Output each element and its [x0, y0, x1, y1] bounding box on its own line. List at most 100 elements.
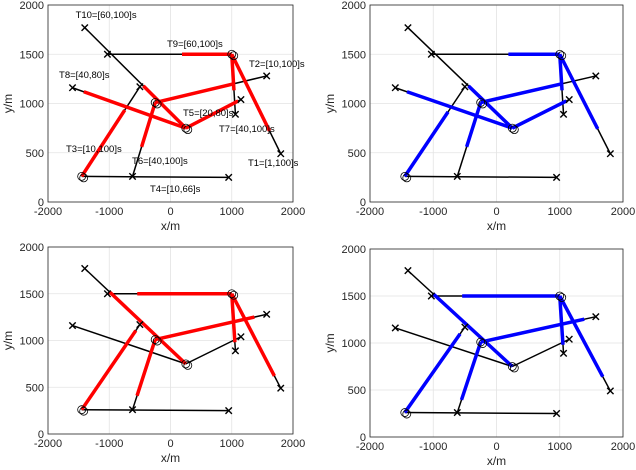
x-mark-icon — [128, 405, 137, 414]
target-marker-T4 — [224, 406, 233, 415]
panel-bottom-left: -2000 -1000 0 1000 2000 0 500 1000 1500 2000 x/m y/… — [1, 242, 305, 465]
y-tick-label: 0 — [360, 197, 366, 209]
target-marker-T7 — [231, 110, 240, 119]
x-tick-label: -2000 — [34, 438, 62, 450]
x-mark-icon — [262, 72, 271, 80]
path-T4 — [404, 411, 557, 415]
y-tick-label: 1000 — [342, 338, 366, 350]
traveled-T7 — [558, 295, 565, 345]
x-mark-icon — [427, 292, 436, 300]
circle-icon — [402, 409, 412, 419]
x-tick-label: 1000 — [220, 438, 244, 450]
depot-marker-A — [400, 408, 412, 419]
circle-icon — [507, 123, 517, 133]
traveled-T1 — [558, 53, 600, 130]
target-marker-T10 — [81, 23, 89, 32]
circle-icon — [509, 363, 519, 373]
target-label-T8: T8=[40,80]s — [59, 70, 110, 81]
panel-top-right: -2000 -1000 0 1000 2000 0 500 1000 1500 2000 x/m y/… — [323, 0, 635, 233]
x-mark-icon — [231, 347, 240, 355]
x-mark-icon — [231, 110, 240, 119]
circle-icon — [227, 289, 237, 299]
target-marker-T3 — [136, 83, 144, 91]
path-T4 — [81, 175, 229, 179]
target-marker-T9 — [427, 50, 436, 58]
axes-frame — [47, 246, 294, 435]
y-tick-label: 1000 — [342, 99, 366, 111]
x-tick-label: 2000 — [611, 441, 635, 453]
circle-icon — [478, 99, 488, 109]
depot-marker-D — [227, 49, 239, 61]
depot-marker-B — [476, 98, 488, 109]
circle-icon — [79, 173, 89, 183]
circle-icon — [557, 293, 567, 302]
circle-icon — [509, 125, 519, 135]
x-mark-icon — [262, 310, 271, 319]
depot-marker-A — [77, 405, 89, 416]
traveled-T10 — [431, 292, 514, 368]
x-mark-icon — [552, 173, 561, 182]
traveled-T2 — [480, 82, 562, 105]
x-mark-icon — [103, 50, 112, 58]
depot-marker-D — [227, 289, 239, 300]
target-marker-T7 — [559, 110, 568, 119]
target-marker-T2 — [262, 72, 271, 80]
circle-icon — [227, 49, 237, 59]
target-marker-T6 — [453, 408, 461, 417]
x-tick-label: 1000 — [220, 206, 244, 218]
x-mark-icon — [237, 95, 245, 104]
target-marker-T5 — [237, 95, 245, 104]
x-mark-icon — [136, 83, 144, 91]
circle-icon — [557, 51, 567, 61]
circle-icon — [400, 171, 410, 181]
target-marker-T1 — [277, 384, 285, 392]
traveled-T7 — [230, 54, 236, 91]
circle-icon — [229, 290, 239, 300]
path-T4 — [81, 408, 229, 412]
target-marker-T9 — [427, 292, 436, 300]
x-mark-icon — [606, 150, 615, 158]
target-marker-T5 — [565, 335, 573, 343]
traveled-T2 — [154, 315, 255, 342]
panel-bottom-right: -2000 -1000 0 1000 2000 0 500 1000 1500 2000 x/m y/… — [323, 244, 635, 468]
target-marker-T1 — [606, 387, 615, 395]
traveled-T2 — [480, 317, 585, 344]
x-tick-label: -2000 — [356, 206, 384, 218]
traveled-T6 — [464, 101, 483, 148]
target-marker-T10 — [404, 266, 412, 275]
target-marker-T7 — [231, 347, 240, 355]
depot-marker-B — [150, 98, 162, 109]
x-tick-label: 0 — [167, 438, 173, 450]
x-axis-label: x/m — [161, 451, 180, 465]
traveled-T3 — [403, 332, 462, 414]
traveled-T1 — [230, 292, 276, 377]
target-marker-T8 — [68, 84, 77, 92]
target-marker-T6 — [128, 172, 137, 181]
circle-icon — [183, 125, 193, 135]
target-marker-T6 — [453, 172, 461, 181]
circle-icon — [183, 360, 193, 370]
x-mark-icon — [559, 110, 568, 119]
x-tick-label: -1000 — [95, 438, 123, 450]
target-label-T5: T5=[20,80]s — [183, 108, 234, 119]
circle-icon — [229, 51, 239, 61]
traveled-T2 — [154, 82, 234, 105]
y-tick-label: 1000 — [20, 336, 44, 348]
target-label-T6: T6=[40,100]s — [132, 156, 188, 167]
target-marker-T3 — [461, 83, 469, 91]
y-tick-label: 1500 — [20, 289, 44, 301]
depot-marker-C — [507, 362, 519, 373]
x-mark-icon — [68, 321, 77, 330]
x-axis-label: x/m — [487, 454, 506, 468]
traveled-T3 — [80, 329, 138, 411]
target-marker-T9 — [103, 50, 112, 58]
path-T4 — [404, 175, 557, 179]
depot-marker-C — [181, 359, 193, 370]
x-tick-label: 2000 — [611, 206, 635, 218]
path-T5 — [511, 338, 570, 368]
target-marker-T8 — [68, 321, 77, 330]
y-tick-label: 1500 — [342, 49, 366, 61]
x-tick-label: -1000 — [419, 206, 447, 218]
y-tick-label: 500 — [348, 385, 366, 397]
target-label-T9: T9=[60,100]s — [167, 39, 223, 50]
